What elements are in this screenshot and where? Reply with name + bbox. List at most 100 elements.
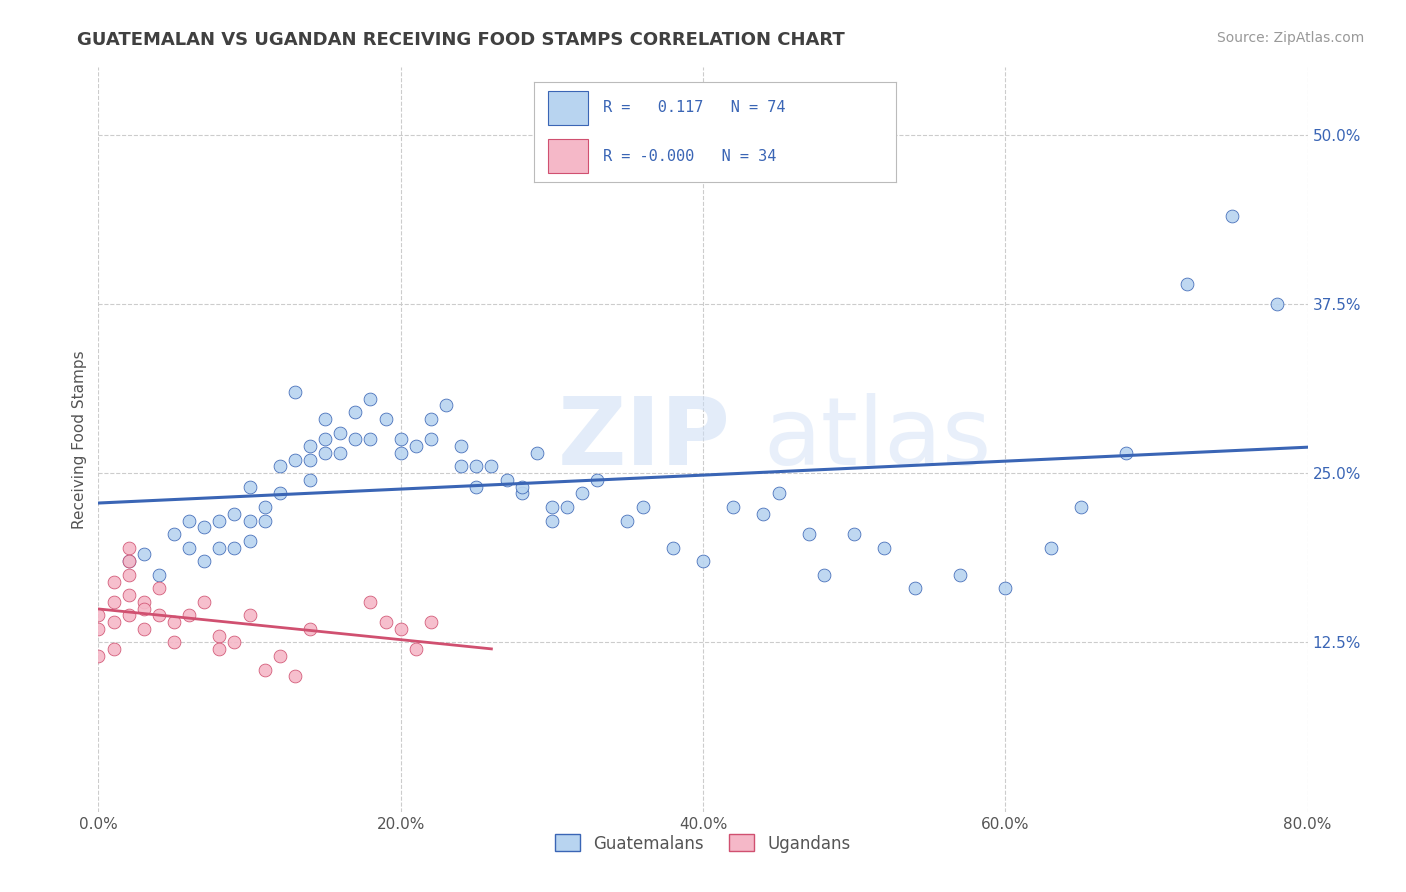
Point	[269, 459, 291, 474]
Point	[179, 608, 201, 623]
Point	[571, 486, 593, 500]
Point	[87, 622, 110, 636]
Point	[344, 405, 367, 419]
Text: ZIP: ZIP	[558, 393, 731, 485]
Point	[193, 595, 215, 609]
Y-axis label: Receiving Food Stamps: Receiving Food Stamps	[72, 350, 87, 529]
Point	[239, 480, 262, 494]
Point	[132, 622, 155, 636]
Point	[239, 514, 262, 528]
Point	[193, 554, 215, 568]
Point	[314, 433, 336, 447]
Point	[844, 527, 866, 541]
Point	[450, 459, 472, 474]
Point	[132, 595, 155, 609]
Point	[510, 480, 533, 494]
Legend: Guatemalans, Ugandans: Guatemalans, Ugandans	[548, 828, 858, 859]
Point	[586, 473, 609, 487]
Point	[163, 635, 186, 649]
Point	[269, 486, 291, 500]
Point	[904, 582, 927, 596]
Point	[118, 541, 141, 555]
Point	[103, 574, 125, 589]
Point	[132, 601, 155, 615]
Point	[118, 567, 141, 582]
Point	[329, 425, 352, 440]
Point	[360, 595, 382, 609]
Point	[526, 446, 548, 460]
Point	[450, 439, 472, 453]
Point	[193, 520, 215, 534]
Point	[284, 384, 307, 399]
Point	[374, 412, 396, 426]
Point	[813, 567, 835, 582]
Point	[555, 500, 578, 514]
Point	[208, 642, 231, 657]
Point	[420, 412, 443, 426]
Point	[103, 595, 125, 609]
Point	[118, 554, 141, 568]
Point	[873, 541, 896, 555]
Point	[540, 500, 562, 514]
Point	[314, 412, 336, 426]
Point	[224, 507, 246, 521]
Point	[661, 541, 683, 555]
Text: GUATEMALAN VS UGANDAN RECEIVING FOOD STAMPS CORRELATION CHART: GUATEMALAN VS UGANDAN RECEIVING FOOD STA…	[77, 31, 845, 49]
Point	[389, 622, 412, 636]
Point	[103, 642, 125, 657]
Point	[360, 392, 382, 406]
Point	[434, 399, 457, 413]
Point	[405, 439, 427, 453]
Point	[465, 459, 488, 474]
Text: atlas: atlas	[763, 393, 991, 485]
Point	[314, 446, 336, 460]
Point	[299, 622, 322, 636]
Point	[481, 459, 503, 474]
Point	[163, 527, 186, 541]
Point	[329, 446, 352, 460]
Point	[179, 541, 201, 555]
Point	[179, 514, 201, 528]
Point	[253, 514, 276, 528]
Point	[540, 514, 562, 528]
Point	[1220, 209, 1243, 223]
Point	[87, 648, 110, 663]
Point	[1175, 277, 1198, 291]
Point	[389, 446, 412, 460]
Point	[239, 608, 262, 623]
Point	[389, 433, 412, 447]
Point	[299, 473, 322, 487]
Point	[208, 629, 231, 643]
Point	[253, 663, 276, 677]
Point	[465, 480, 488, 494]
Point	[420, 615, 443, 629]
Point	[224, 635, 246, 649]
Point	[208, 541, 231, 555]
Point	[360, 433, 382, 447]
Point	[253, 500, 276, 514]
Point	[1070, 500, 1092, 514]
Point	[118, 588, 141, 602]
Point	[103, 615, 125, 629]
Point	[405, 642, 427, 657]
Point	[797, 527, 820, 541]
Text: Source: ZipAtlas.com: Source: ZipAtlas.com	[1216, 31, 1364, 45]
Point	[132, 548, 155, 562]
Point	[148, 582, 170, 596]
Point	[752, 507, 775, 521]
Point	[495, 473, 517, 487]
Point	[374, 615, 396, 629]
Point	[1039, 541, 1062, 555]
Point	[616, 514, 638, 528]
Point	[284, 452, 307, 467]
Point	[284, 669, 307, 683]
Point	[299, 452, 322, 467]
Point	[949, 567, 972, 582]
Point	[1267, 297, 1289, 311]
Point	[510, 486, 533, 500]
Point	[118, 608, 141, 623]
Point	[148, 567, 170, 582]
Point	[692, 554, 714, 568]
Point	[118, 554, 141, 568]
Point	[208, 514, 231, 528]
